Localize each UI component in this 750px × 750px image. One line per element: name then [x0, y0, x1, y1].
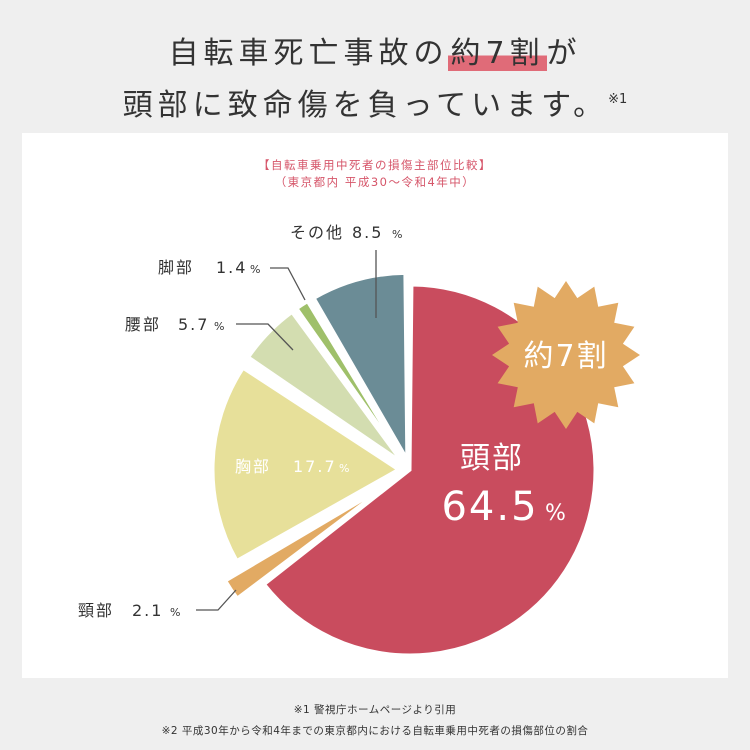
slice-label-value-5: 1.4: [216, 258, 247, 277]
pie-slice-2: [223, 485, 386, 601]
leader-line-2: [196, 589, 237, 611]
pie-slice-5: [295, 299, 405, 461]
slice-label-name-6: その他: [290, 223, 344, 242]
chart-title: 【自転車乗用中死者の損傷主部位比較】: [258, 158, 492, 172]
pie-slice-3: [211, 366, 401, 563]
slice-label-name-1: 頭部: [460, 441, 524, 476]
headline-line-1-pre: 自転車死亡事故の: [168, 36, 449, 71]
slice-label-name-5: 脚部: [158, 258, 194, 277]
pie-slice-4: [246, 310, 403, 463]
chart-subtitle: （東京都内 平成30〜令和4年中）: [274, 175, 476, 189]
slice-label-unit-3: %: [339, 462, 351, 475]
headline-line-1: 自転車死亡事故の約7割が: [0, 28, 750, 80]
headline: 自転車死亡事故の約7割が 頭部に致命傷を負っています。※1: [0, 28, 750, 132]
footnote-1: ※1 警視庁ホームページより引用: [293, 704, 457, 716]
slice-label-unit-5: %: [250, 263, 262, 276]
leader-line-5: [270, 267, 306, 301]
slice-label-value-2: 2.1: [132, 601, 163, 620]
slice-label-unit-2: %: [170, 606, 182, 619]
headline-line-1-post: が: [546, 36, 582, 71]
leader-line-4: [236, 323, 294, 351]
badge-label: 約7割: [523, 339, 608, 374]
slice-label-unit-1: %: [545, 501, 568, 526]
headline-line-2-text: 頭部に致命傷を負っています。: [122, 88, 609, 123]
headline-highlight: 約7割: [448, 36, 547, 71]
slice-label-name-2: 頸部: [78, 601, 114, 620]
slice-label-unit-6: %: [392, 228, 404, 241]
pie-slice-6: [312, 271, 409, 465]
slice-label-value-4: 5.7: [178, 315, 209, 334]
slice-label-name-4: 腰部: [125, 315, 161, 334]
slice-label-unit-4: %: [214, 320, 226, 333]
badge-burst: [492, 281, 640, 429]
headline-line-2: 頭部に致命傷を負っています。※1: [0, 80, 750, 132]
slice-labels: 頭部 64.5 % 頸部 2.1 % 胸部 17.7 % 腰部 5.7 % 脚部 1.4 % その他 8.5%: [78, 223, 568, 620]
slice-label-value-1: 64.5: [441, 484, 538, 530]
slice-label-value-3: 17.7: [293, 457, 337, 476]
badge: 約7割: [492, 281, 640, 429]
footnotes: ※1 警視庁ホームページより引用 ※2 平成30年から令和4年までの東京都内にお…: [0, 700, 750, 742]
chart-title-block: 【自転車乗用中死者の損傷主部位比較】 （東京都内 平成30〜令和4年中）: [0, 157, 750, 191]
slice-label-value-6: 8.5: [352, 223, 383, 242]
footnote-2: ※2 平成30年から令和4年までの東京都内における自転車乗用中死者の損傷部位の割…: [161, 725, 589, 737]
headline-footnote-ref: ※1: [608, 92, 628, 107]
slice-label-name-3: 胸部: [235, 457, 271, 476]
